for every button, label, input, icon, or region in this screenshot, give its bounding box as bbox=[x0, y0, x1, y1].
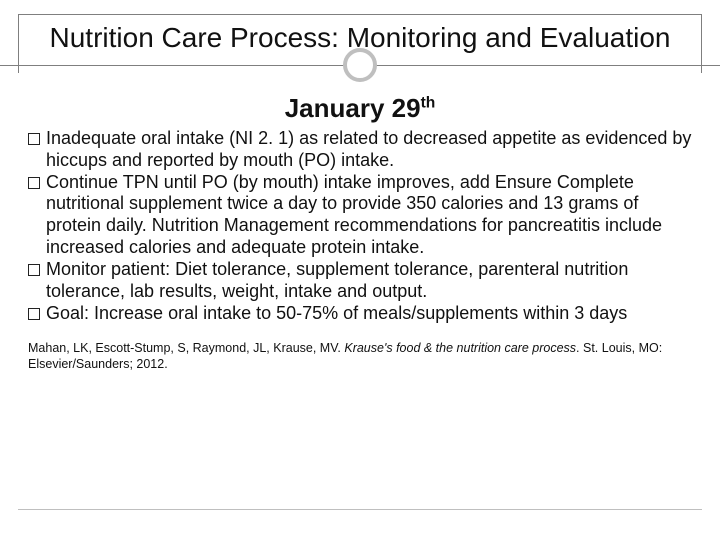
list-item: Goal: Increase oral intake to 50-75% of … bbox=[28, 303, 692, 325]
footer-line bbox=[18, 509, 702, 510]
bullet-text: Monitor patient: Diet tolerance, supplem… bbox=[46, 259, 692, 303]
checkbox-icon bbox=[28, 177, 40, 189]
list-item: Monitor patient: Diet tolerance, supplem… bbox=[28, 259, 692, 303]
subtitle-superscript: th bbox=[421, 94, 436, 111]
circle-icon bbox=[343, 48, 377, 82]
citation: Mahan, LK, Escott-Stump, S, Raymond, JL,… bbox=[18, 341, 702, 372]
citation-authors: Mahan, LK, Escott-Stump, S, Raymond, JL,… bbox=[28, 341, 344, 355]
checkbox-icon bbox=[28, 264, 40, 276]
list-item: Continue TPN until PO (by mouth) intake … bbox=[28, 172, 692, 260]
list-item: Inadequate oral intake (NI 2. 1) as rela… bbox=[28, 128, 692, 172]
citation-title: Krause's food & the nutrition care proce… bbox=[344, 341, 576, 355]
subtitle-main: January 29 bbox=[285, 93, 421, 123]
slide-subtitle: January 29th bbox=[18, 93, 702, 124]
bullet-text: Continue TPN until PO (by mouth) intake … bbox=[46, 172, 692, 260]
checkbox-icon bbox=[28, 308, 40, 320]
slide: Nutrition Care Process: Monitoring and E… bbox=[0, 0, 720, 540]
bullet-list: Inadequate oral intake (NI 2. 1) as rela… bbox=[18, 128, 702, 326]
checkbox-icon bbox=[28, 133, 40, 145]
bullet-text: Inadequate oral intake (NI 2. 1) as rela… bbox=[46, 128, 692, 172]
bullet-text: Goal: Increase oral intake to 50-75% of … bbox=[46, 303, 692, 325]
